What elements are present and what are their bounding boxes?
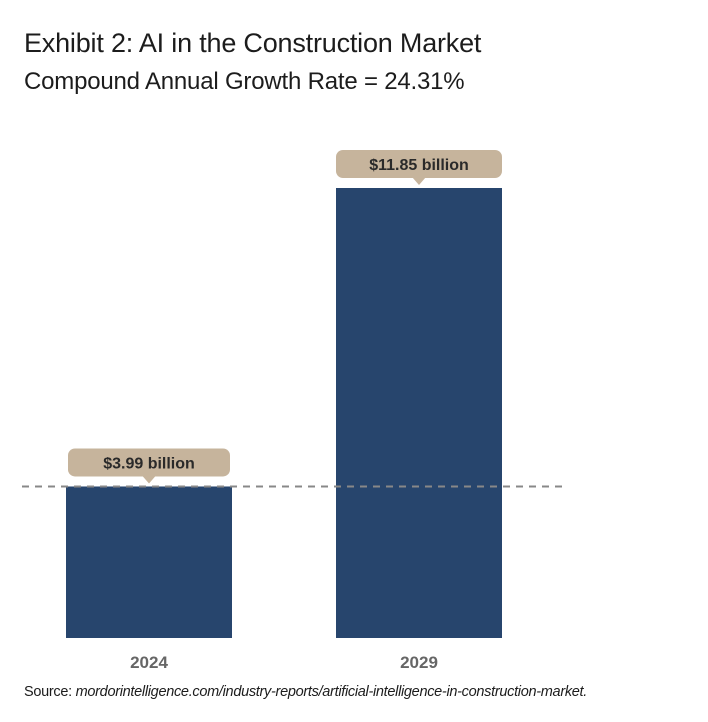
callout-box bbox=[336, 150, 502, 178]
data-label-text: $11.85 billion bbox=[369, 157, 469, 174]
callout-box bbox=[68, 448, 230, 477]
source-url: mordorintelligence.com/industry-reports/… bbox=[75, 684, 588, 700]
chart-subtitle: Compound Annual Growth Rate = 24.31% bbox=[24, 68, 465, 95]
data-label-2029: $11.85 billion bbox=[336, 150, 502, 185]
data-label-2024: $3.99 billion bbox=[68, 448, 230, 484]
data-label-text: $3.99 billion bbox=[103, 455, 195, 472]
x-tick-label-2024: 2024 bbox=[130, 653, 168, 672]
bar-2024 bbox=[66, 486, 232, 638]
bar-2029 bbox=[336, 188, 502, 638]
callout-pointer bbox=[142, 475, 156, 484]
source-label: Source: bbox=[24, 684, 72, 700]
x-tick-label-2029: 2029 bbox=[400, 653, 438, 672]
chart-title: Exhibit 2: AI in the Construction Market bbox=[24, 28, 482, 58]
callout-pointer bbox=[412, 177, 426, 185]
source-note: Source: mordorintelligence.com/industry-… bbox=[24, 684, 587, 700]
